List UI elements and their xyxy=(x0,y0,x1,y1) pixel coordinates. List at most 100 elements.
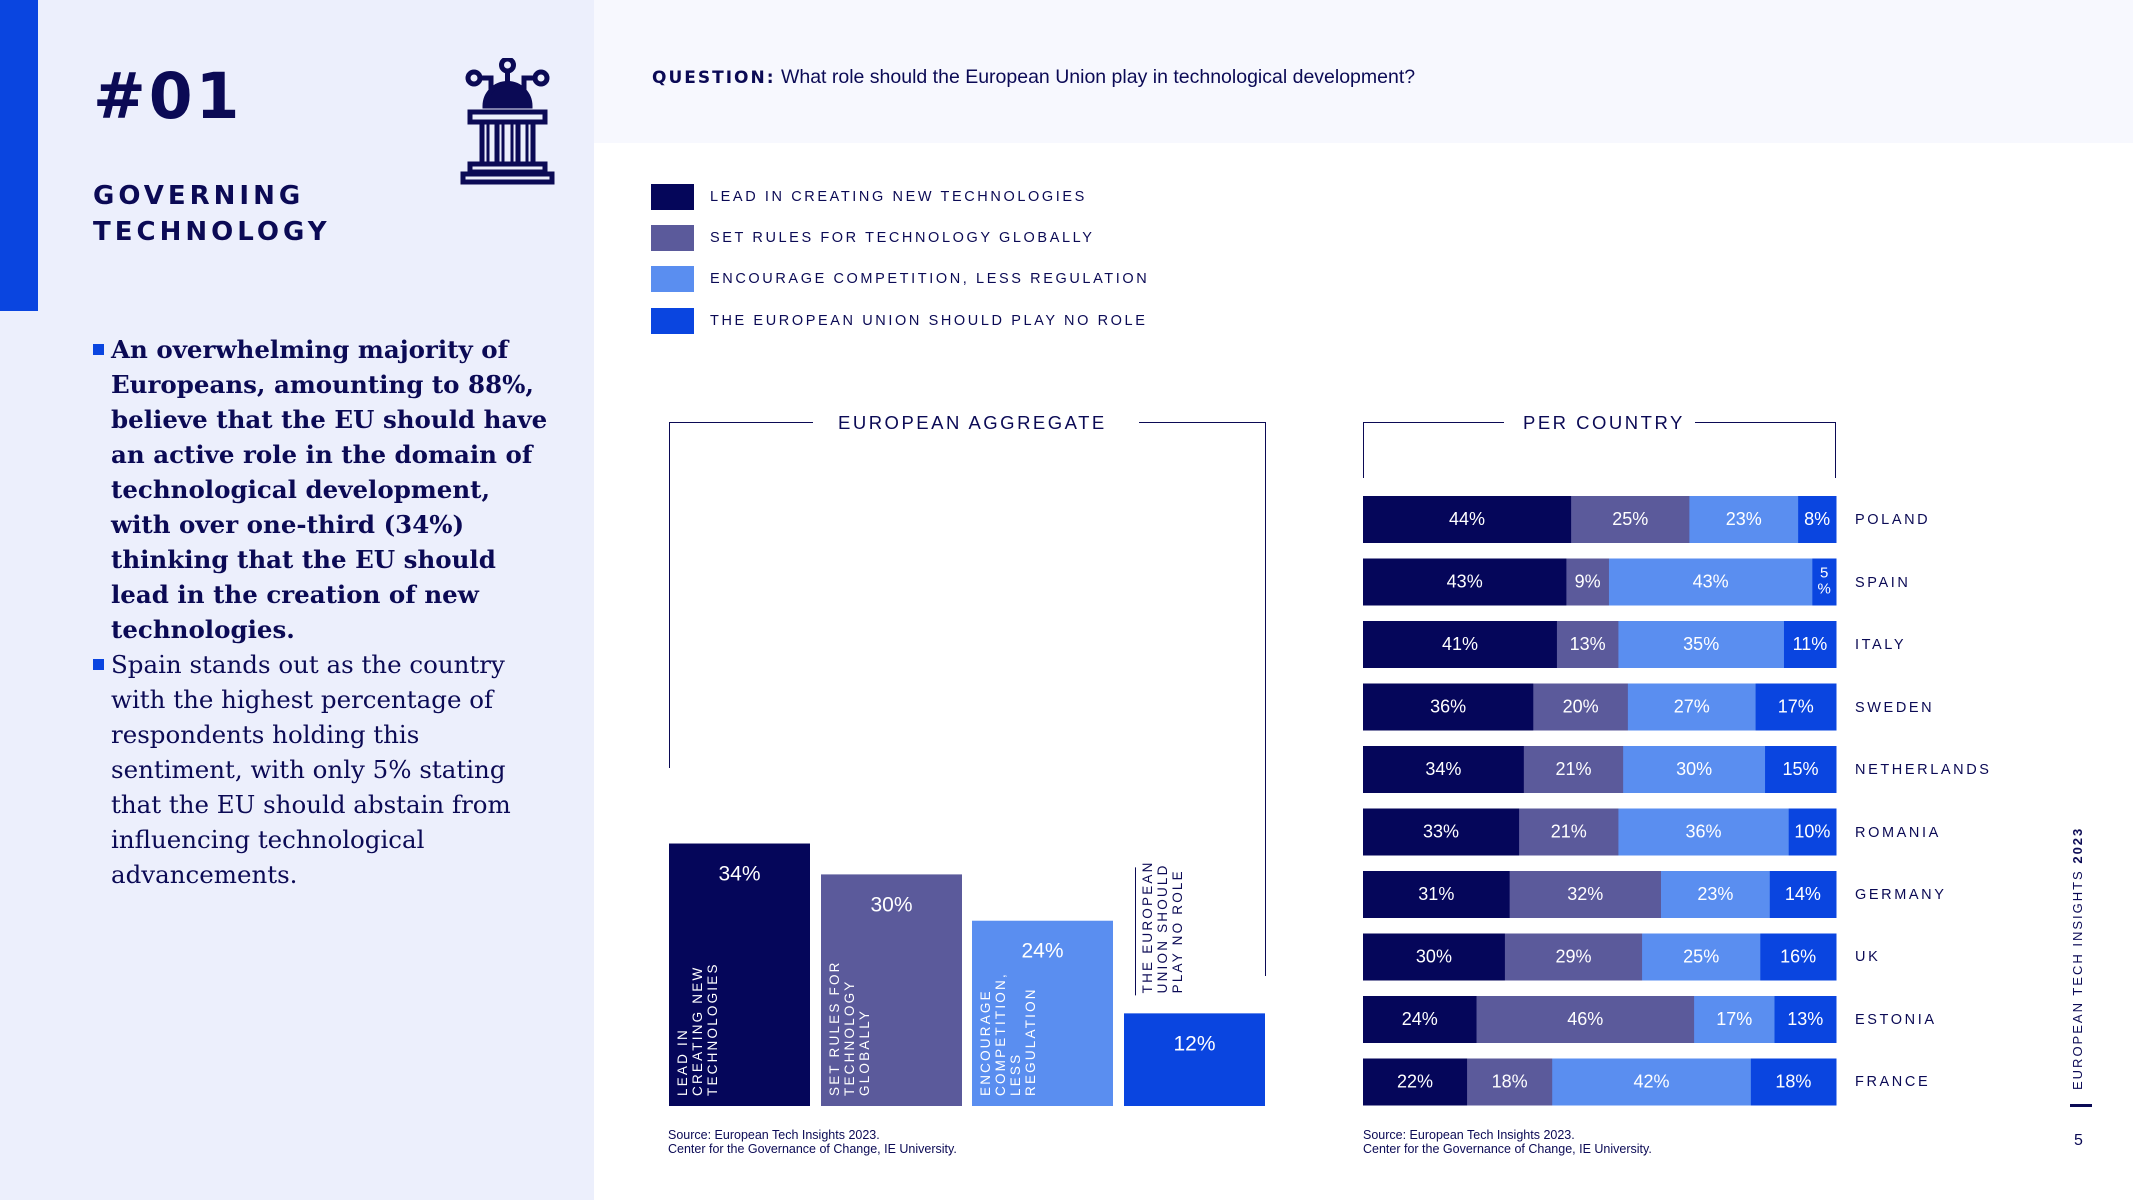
country-label: SWEDEN xyxy=(1855,700,1935,716)
country-value-label: 36% xyxy=(1686,822,1722,842)
country-bar-segment xyxy=(1694,996,1776,1043)
source-line: Center for the Governance of Change, IE … xyxy=(668,1142,957,1156)
country-value-label: 34% xyxy=(1425,759,1461,779)
bullet-point: Spain stands out as the country with the… xyxy=(93,647,553,892)
country-bar-segment xyxy=(1689,496,1799,543)
section-number: #01 xyxy=(93,60,243,133)
legend-swatch xyxy=(651,266,694,292)
country-bar-segment xyxy=(1608,558,1813,606)
country-value-label: 27% xyxy=(1674,697,1710,717)
aggregate-bar xyxy=(1124,1013,1265,1106)
country-bar-segment xyxy=(1798,496,1837,543)
country-bar-segment xyxy=(1755,683,1837,731)
country-bar-segment xyxy=(1363,871,1511,918)
country-bar-segment xyxy=(1556,621,1619,668)
country-value-label: 23% xyxy=(1697,884,1733,904)
country-bar-segment xyxy=(1627,683,1757,731)
country-bar-segment xyxy=(1523,746,1624,793)
legend-swatch xyxy=(651,308,694,334)
country-label: GERMANY xyxy=(1855,887,1947,903)
country-value-label: 5% xyxy=(1818,565,1831,598)
source-line: Source: European Tech Insights 2023. xyxy=(1363,1128,1575,1142)
no-role-bracket-line xyxy=(1135,867,1136,996)
country-bar-segment xyxy=(1363,746,1525,793)
country-value-label: 21% xyxy=(1555,759,1591,779)
country-value-label: 43% xyxy=(1447,572,1483,592)
country-bar-segment xyxy=(1566,558,1610,606)
country-label: NETHERLANDS xyxy=(1855,762,1992,778)
country-value-label: 30% xyxy=(1676,759,1712,779)
country-bar-segment xyxy=(1760,933,1837,981)
aggregate-chart-title: EUROPEAN AGGREGATE xyxy=(838,412,1107,433)
aggregate-bar xyxy=(669,843,810,1106)
accent-bar xyxy=(0,0,38,311)
aggregate-bar-category-label: THE EUROPEANUNION SHOULDPLAY NO ROLE xyxy=(1140,860,1185,993)
aggregate-bar-category-label: SET RULES FORTECHNOLOGYGLOBALLY xyxy=(827,960,872,1096)
country-value-label: 25% xyxy=(1612,509,1648,529)
aggregate-bar-category-label: LEAD INCREATING NEWTECHNOLOGIES xyxy=(675,962,720,1096)
country-bar-segment xyxy=(1769,871,1837,918)
question-text: What role should the European Union play… xyxy=(780,66,1416,88)
country-value-label: 8% xyxy=(1804,509,1830,529)
country-value-label: 18% xyxy=(1492,1072,1528,1092)
country-bar-segment xyxy=(1504,933,1643,981)
country-label: SPAIN xyxy=(1855,575,1911,591)
side-caption: EUROPEAN TECH INSIGHTS 2023 xyxy=(2070,827,2085,1090)
country-bar-segment xyxy=(1476,996,1695,1043)
country-bar-segment xyxy=(1765,746,1837,793)
country-label: UK xyxy=(1855,949,1881,965)
bullet-point: An overwhelming majority of Europeans, a… xyxy=(93,332,553,647)
aggregate-bar xyxy=(821,874,962,1106)
country-bar-segment xyxy=(1519,808,1619,856)
country-value-label: 36% xyxy=(1430,697,1466,717)
country-value-label: 31% xyxy=(1418,884,1454,904)
country-value-label: 44% xyxy=(1449,509,1485,529)
country-bar-segment xyxy=(1363,1058,1468,1106)
legend-label: ENCOURAGE COMPETITION, LESS REGULATION xyxy=(710,271,1150,287)
country-value-label: 13% xyxy=(1570,634,1606,654)
country-value-label: 24% xyxy=(1402,1009,1438,1029)
country-value-label: 10% xyxy=(1794,822,1830,842)
country-bar-segment xyxy=(1788,808,1837,856)
country-value-label: 17% xyxy=(1716,1009,1752,1029)
country-value-label: 16% xyxy=(1780,947,1816,967)
bullet-square-icon xyxy=(93,344,104,355)
aggregate-value-label: 34% xyxy=(718,863,760,886)
side-caption-text: EUROPEAN TECH INSIGHTS xyxy=(2070,863,2085,1090)
country-value-label: 46% xyxy=(1567,1009,1603,1029)
source-note-right: Source: European Tech Insights 2023. Cen… xyxy=(1363,1128,1652,1156)
bullet-text: An overwhelming majority of Europeans, a… xyxy=(111,335,548,644)
country-bar-segment xyxy=(1467,1058,1553,1106)
page-number: 5 xyxy=(2074,1132,2083,1149)
left-panel xyxy=(0,0,594,1200)
aggregate-value-label: 24% xyxy=(1021,940,1063,963)
country-value-label: 30% xyxy=(1416,947,1452,967)
country-bar-segment xyxy=(1571,496,1690,543)
country-bar-segment xyxy=(1363,933,1506,981)
aggregate-bracket-left xyxy=(669,422,670,768)
country-bar-segment xyxy=(1509,871,1662,918)
country-bar-segment xyxy=(1363,496,1572,543)
country-bar-segment xyxy=(1533,683,1629,731)
country-value-label: 13% xyxy=(1787,1009,1823,1029)
country-bar-segment xyxy=(1750,1058,1837,1106)
country-bracket-left xyxy=(1363,422,1364,478)
country-value-label: 17% xyxy=(1778,697,1814,717)
country-value-label: 32% xyxy=(1567,884,1603,904)
country-label: ITALY xyxy=(1855,637,1907,653)
country-value-label: 11% xyxy=(1793,634,1828,654)
country-bar-segment xyxy=(1783,621,1837,668)
country-bar-segment xyxy=(1363,683,1534,731)
country-bar-segment xyxy=(1363,621,1558,668)
country-value-label: 23% xyxy=(1726,509,1762,529)
country-value-label: 15% xyxy=(1783,759,1819,779)
country-value-label: 41% xyxy=(1442,634,1478,654)
country-bracket-right xyxy=(1835,422,1836,478)
side-caption-year: 2023 xyxy=(2070,826,2085,864)
country-bar-segment xyxy=(1618,808,1790,856)
country-bar-segment xyxy=(1552,1058,1752,1106)
country-bar-segment xyxy=(1363,808,1520,856)
country-value-label: 25% xyxy=(1683,947,1719,967)
country-bar-segment xyxy=(1660,871,1771,918)
